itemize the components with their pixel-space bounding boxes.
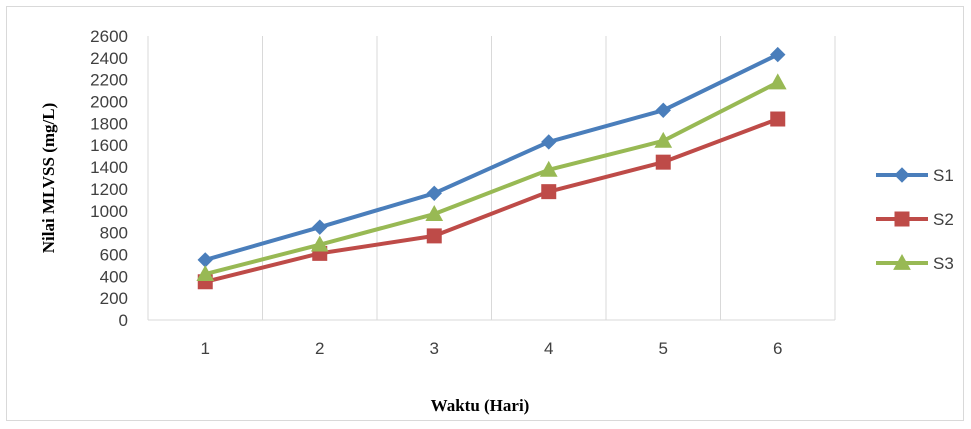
legend: S1 S2 S3 xyxy=(876,166,954,273)
data-point-s1 xyxy=(541,134,557,150)
data-point-s2 xyxy=(655,154,671,170)
y-tick-label: 1800 xyxy=(90,114,128,133)
y-tick-label: 600 xyxy=(100,245,128,264)
x-tick-label: 1 xyxy=(201,339,210,358)
y-tick-label: 1400 xyxy=(90,158,128,177)
x-tick-label: 5 xyxy=(659,339,668,358)
series-line-s1 xyxy=(203,52,780,262)
y-tick-label: 400 xyxy=(100,267,128,286)
legend-label-s2: S2 xyxy=(933,210,954,229)
data-point-s2 xyxy=(426,228,442,244)
series-line-s3 xyxy=(203,80,780,277)
legend-marker-s2 xyxy=(894,211,910,227)
legend-label-s1: S1 xyxy=(933,166,954,185)
x-tick-label: 6 xyxy=(773,339,782,358)
data-point-s3 xyxy=(310,235,329,252)
y-tick-label: 1600 xyxy=(90,136,128,155)
y-tick-label: 0 xyxy=(119,311,128,330)
y-tick-label: 2400 xyxy=(90,49,128,68)
series-lines xyxy=(196,46,787,290)
axes: 0 200 400 600 800 1000 1200 1400 1600 1800 2000 220… xyxy=(90,27,835,358)
series-line-s2 xyxy=(203,117,780,284)
data-point-s1 xyxy=(770,46,786,63)
x-tick-label: 2 xyxy=(315,339,324,358)
data-point-s3 xyxy=(539,160,558,177)
data-point-s3 xyxy=(768,73,787,90)
y-tick-label: 1000 xyxy=(90,202,128,221)
chart-frame xyxy=(6,6,964,421)
data-point-s3 xyxy=(425,205,444,221)
legend-marker-s1 xyxy=(894,167,910,183)
x-tick-label: 4 xyxy=(544,339,553,358)
y-tick-label: 800 xyxy=(100,224,128,243)
x-tick-label: 3 xyxy=(430,339,439,358)
data-point-s2 xyxy=(541,184,557,200)
y-tick-label: 2600 xyxy=(90,27,128,46)
data-point-s3 xyxy=(654,131,673,148)
legend-marker-s3 xyxy=(893,253,911,270)
data-point-s2 xyxy=(770,111,786,127)
data-point-s1 xyxy=(197,252,213,268)
y-tick-label: 2200 xyxy=(90,71,128,90)
data-point-s1 xyxy=(426,185,442,201)
legend-label-s3: S3 xyxy=(933,254,954,273)
y-tick-label: 1200 xyxy=(90,180,128,199)
y-axis-title: Nilai MLVSS (mg/L) xyxy=(39,103,58,254)
data-point-s1 xyxy=(655,102,671,118)
x-axis-title: Waktu (Hari) xyxy=(431,396,530,415)
data-point-s3 xyxy=(196,265,215,282)
y-tick-label: 200 xyxy=(100,289,128,308)
data-point-s1 xyxy=(312,219,328,235)
y-tick-label: 2000 xyxy=(90,93,128,112)
